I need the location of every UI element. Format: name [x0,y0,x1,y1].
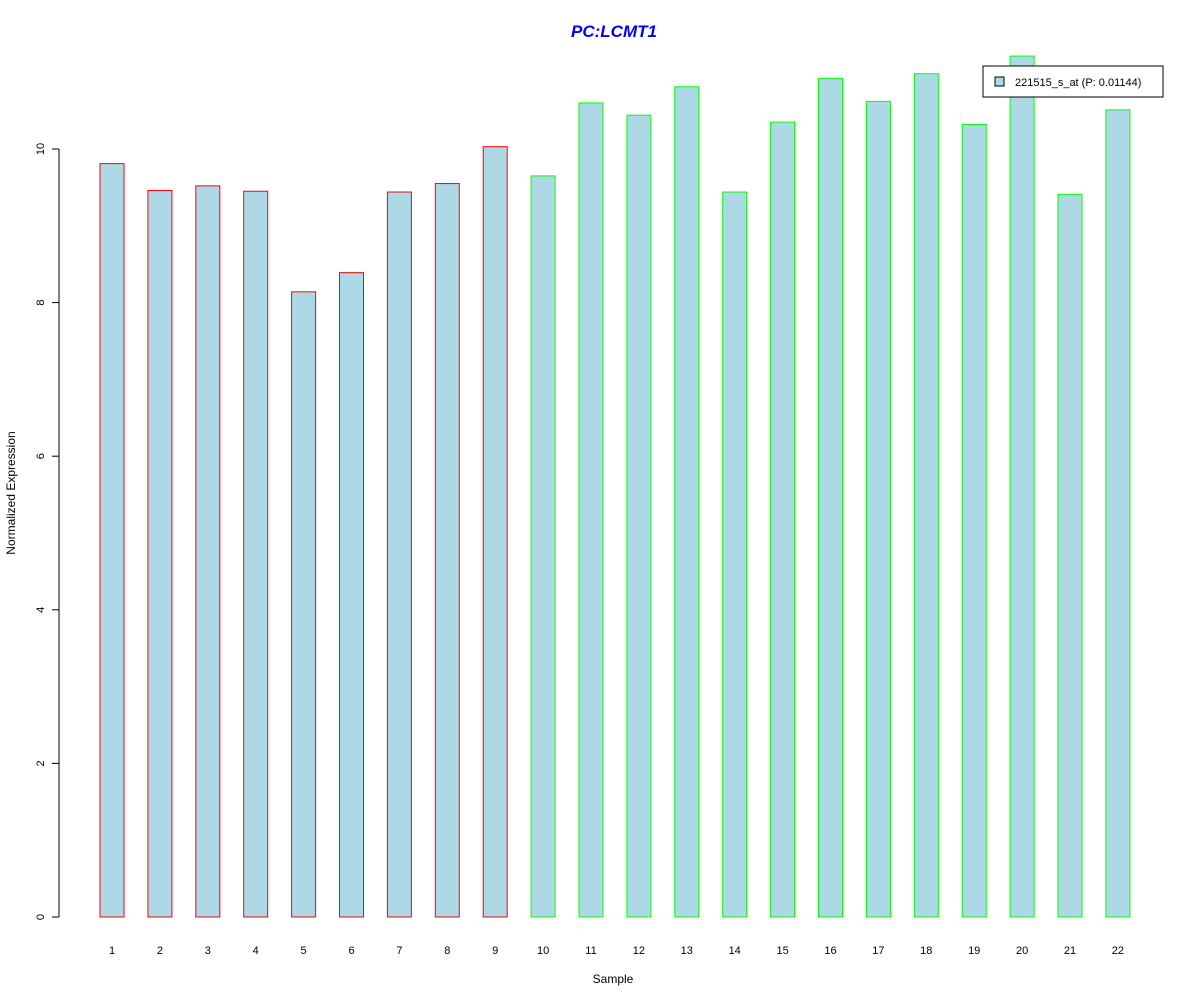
y-tick-label: 8 [35,300,47,306]
x-tick-label: 21 [1064,945,1076,957]
bar-sample-22 [1105,109,1131,918]
bar-sample-8 [434,183,460,918]
bars-group [99,55,1131,918]
bar-sample-3 [195,185,221,918]
x-tick-label: 10 [537,945,549,957]
bar-sample-9 [482,146,508,918]
x-tick-label: 20 [1016,945,1028,957]
bar-sample-15 [770,121,796,918]
x-tick-label: 5 [301,945,307,957]
x-tick-label: 7 [396,945,402,957]
bar-sample-5 [291,291,317,918]
x-tick-label: 3 [205,945,211,957]
bar-sample-2 [147,189,173,918]
legend-label: 221515_s_at (P: 0.01144) [1015,77,1141,89]
bar-sample-4 [243,190,269,918]
bar-sample-1 [99,163,125,918]
bar-sample-13 [674,86,700,918]
bar-sample-12 [626,114,652,918]
y-axis-label: Normalized Expression [4,431,18,554]
chart-title: PC:LCMT1 [571,22,657,41]
bar-sample-10 [530,175,556,918]
bar-sample-17 [865,100,891,918]
bar-sample-21 [1057,193,1083,918]
y-tick-label: 4 [35,607,47,613]
x-tick-label: 11 [585,945,596,957]
x-tick-label: 1 [109,945,115,957]
x-tick-label: 8 [444,945,450,957]
x-tick-label: 9 [492,945,498,957]
x-tick-label: 13 [681,945,693,957]
bar-sample-16 [818,77,843,918]
x-tick-label: 6 [348,945,354,957]
x-tick-label: 14 [729,945,741,957]
x-tick-label: 22 [1112,945,1124,957]
y-tick-label: 10 [35,143,47,155]
bar-sample-6 [339,272,364,918]
x-tick-label: 16 [824,945,836,957]
legend: 221515_s_at (P: 0.01144) [982,65,1164,98]
x-tick-label: 4 [253,945,259,957]
legend-box [982,65,1164,98]
y-axis: 0 2 4 6 8 10 [35,143,60,920]
x-tick-label: 12 [633,945,645,957]
x-tick-label: 15 [776,945,788,957]
x-tick-label: 17 [872,945,884,957]
bar-sample-19 [961,123,987,918]
x-tick-label: 2 [157,945,163,957]
y-tick-label: 2 [35,760,47,766]
bar-sample-11 [578,102,604,918]
y-tick-label: 6 [35,453,47,459]
x-tick-label: 18 [920,945,932,957]
y-tick-label: 0 [35,914,47,920]
legend-swatch [994,76,1005,87]
bar-sample-14 [722,191,748,918]
bar-sample-7 [386,191,412,918]
x-tick-labels: 1 2 3 4 5 6 7 8 9 10 11 12 13 14 15 16 17 18 19 20 21 22 [109,945,1124,957]
bar-sample-20 [1009,55,1035,918]
x-tick-label: 19 [968,945,980,957]
bar-sample-18 [913,73,939,918]
x-axis-label: Sample [593,972,634,986]
